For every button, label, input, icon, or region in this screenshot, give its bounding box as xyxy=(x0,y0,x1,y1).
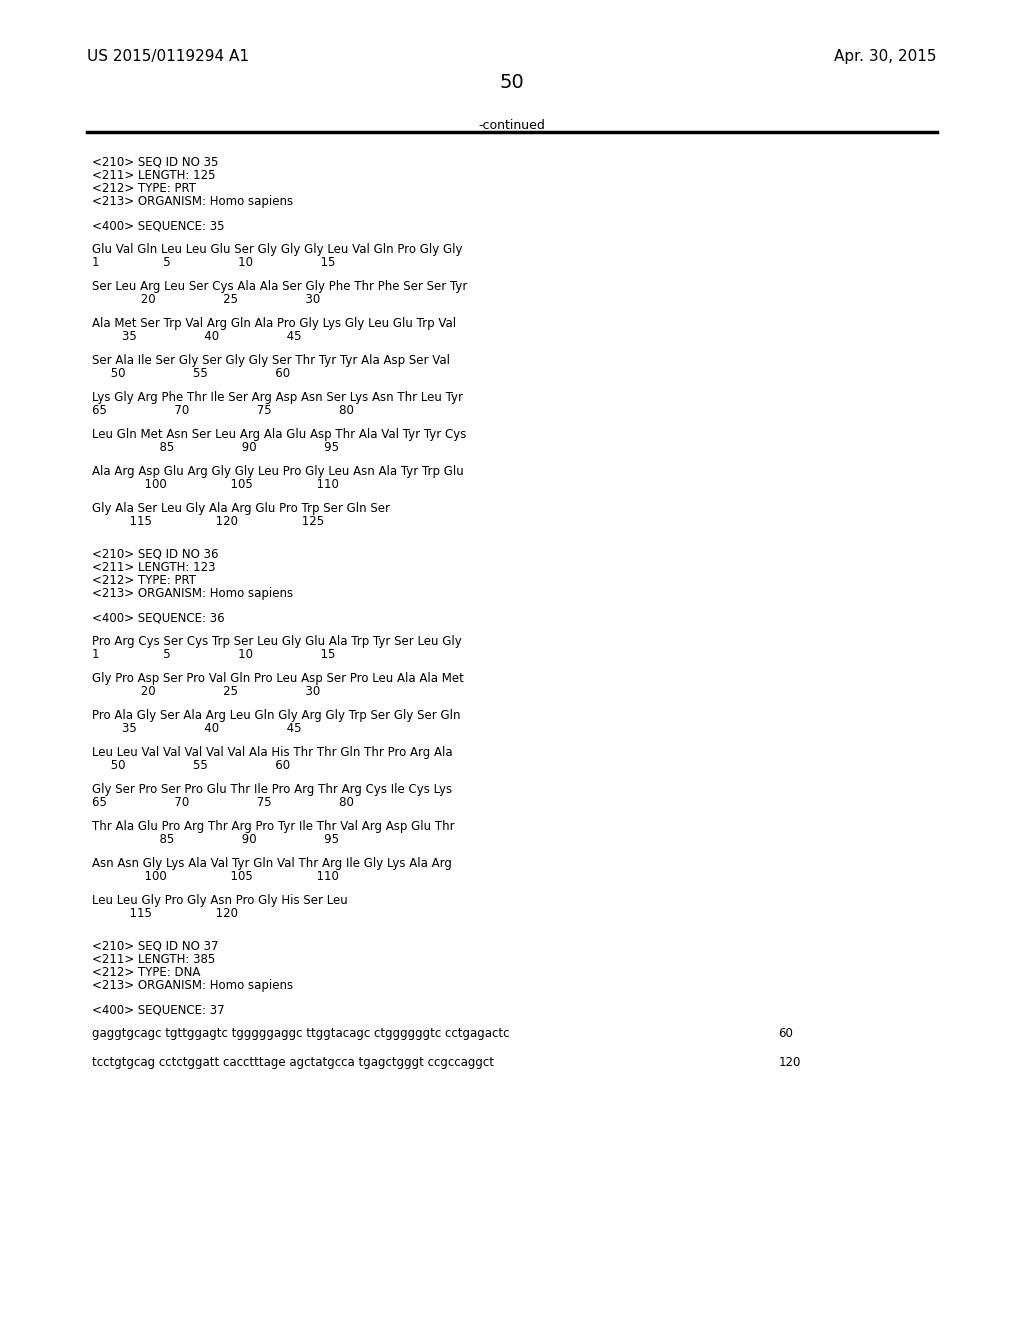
Text: <212> TYPE: PRT: <212> TYPE: PRT xyxy=(92,182,197,195)
Text: Gly Ser Pro Ser Pro Glu Thr Ile Pro Arg Thr Arg Cys Ile Cys Lys: Gly Ser Pro Ser Pro Glu Thr Ile Pro Arg … xyxy=(92,783,453,796)
Text: <213> ORGANISM: Homo sapiens: <213> ORGANISM: Homo sapiens xyxy=(92,587,293,601)
Text: <211> LENGTH: 385: <211> LENGTH: 385 xyxy=(92,953,215,966)
Text: 85                  90                  95: 85 90 95 xyxy=(92,441,339,454)
Text: 50                  55                  60: 50 55 60 xyxy=(92,759,290,772)
Text: Ala Arg Asp Glu Arg Gly Gly Leu Pro Gly Leu Asn Ala Tyr Trp Glu: Ala Arg Asp Glu Arg Gly Gly Leu Pro Gly … xyxy=(92,465,464,478)
Text: 120: 120 xyxy=(778,1056,801,1069)
Text: Ser Leu Arg Leu Ser Cys Ala Ala Ser Gly Phe Thr Phe Ser Ser Tyr: Ser Leu Arg Leu Ser Cys Ala Ala Ser Gly … xyxy=(92,280,468,293)
Text: 20                  25                  30: 20 25 30 xyxy=(92,293,321,306)
Text: 60: 60 xyxy=(778,1027,794,1040)
Text: <210> SEQ ID NO 37: <210> SEQ ID NO 37 xyxy=(92,940,219,953)
Text: -continued: -continued xyxy=(478,119,546,132)
Text: <213> ORGANISM: Homo sapiens: <213> ORGANISM: Homo sapiens xyxy=(92,195,293,209)
Text: 85                  90                  95: 85 90 95 xyxy=(92,833,339,846)
Text: Leu Gln Met Asn Ser Leu Arg Ala Glu Asp Thr Ala Val Tyr Tyr Cys: Leu Gln Met Asn Ser Leu Arg Ala Glu Asp … xyxy=(92,428,467,441)
Text: Pro Ala Gly Ser Ala Arg Leu Gln Gly Arg Gly Trp Ser Gly Ser Gln: Pro Ala Gly Ser Ala Arg Leu Gln Gly Arg … xyxy=(92,709,461,722)
Text: 100                 105                 110: 100 105 110 xyxy=(92,870,339,883)
Text: Lys Gly Arg Phe Thr Ile Ser Arg Asp Asn Ser Lys Asn Thr Leu Tyr: Lys Gly Arg Phe Thr Ile Ser Arg Asp Asn … xyxy=(92,391,463,404)
Text: Ala Met Ser Trp Val Arg Gln Ala Pro Gly Lys Gly Leu Glu Trp Val: Ala Met Ser Trp Val Arg Gln Ala Pro Gly … xyxy=(92,317,457,330)
Text: 65                  70                  75                  80: 65 70 75 80 xyxy=(92,404,354,417)
Text: 65                  70                  75                  80: 65 70 75 80 xyxy=(92,796,354,809)
Text: 50: 50 xyxy=(500,73,524,91)
Text: 115                 120: 115 120 xyxy=(92,907,239,920)
Text: Leu Leu Val Val Val Val Val Ala His Thr Thr Gln Thr Pro Arg Ala: Leu Leu Val Val Val Val Val Ala His Thr … xyxy=(92,746,453,759)
Text: <211> LENGTH: 123: <211> LENGTH: 123 xyxy=(92,561,216,574)
Text: 50                  55                  60: 50 55 60 xyxy=(92,367,290,380)
Text: 35                  40                  45: 35 40 45 xyxy=(92,722,302,735)
Text: Pro Arg Cys Ser Cys Trp Ser Leu Gly Glu Ala Trp Tyr Ser Leu Gly: Pro Arg Cys Ser Cys Trp Ser Leu Gly Glu … xyxy=(92,635,462,648)
Text: <212> TYPE: PRT: <212> TYPE: PRT xyxy=(92,574,197,587)
Text: 1                 5                  10                  15: 1 5 10 15 xyxy=(92,648,336,661)
Text: 100                 105                 110: 100 105 110 xyxy=(92,478,339,491)
Text: <400> SEQUENCE: 35: <400> SEQUENCE: 35 xyxy=(92,219,224,232)
Text: Gly Ala Ser Leu Gly Ala Arg Glu Pro Trp Ser Gln Ser: Gly Ala Ser Leu Gly Ala Arg Glu Pro Trp … xyxy=(92,502,390,515)
Text: <213> ORGANISM: Homo sapiens: <213> ORGANISM: Homo sapiens xyxy=(92,979,293,993)
Text: 35                  40                  45: 35 40 45 xyxy=(92,330,302,343)
Text: 115                 120                 125: 115 120 125 xyxy=(92,515,325,528)
Text: Glu Val Gln Leu Leu Glu Ser Gly Gly Gly Leu Val Gln Pro Gly Gly: Glu Val Gln Leu Leu Glu Ser Gly Gly Gly … xyxy=(92,243,463,256)
Text: Thr Ala Glu Pro Arg Thr Arg Pro Tyr Ile Thr Val Arg Asp Glu Thr: Thr Ala Glu Pro Arg Thr Arg Pro Tyr Ile … xyxy=(92,820,455,833)
Text: Leu Leu Gly Pro Gly Asn Pro Gly His Ser Leu: Leu Leu Gly Pro Gly Asn Pro Gly His Ser … xyxy=(92,894,348,907)
Text: US 2015/0119294 A1: US 2015/0119294 A1 xyxy=(87,49,249,65)
Text: 20                  25                  30: 20 25 30 xyxy=(92,685,321,698)
Text: <210> SEQ ID NO 35: <210> SEQ ID NO 35 xyxy=(92,156,218,169)
Text: <212> TYPE: DNA: <212> TYPE: DNA xyxy=(92,966,201,979)
Text: <210> SEQ ID NO 36: <210> SEQ ID NO 36 xyxy=(92,548,219,561)
Text: Apr. 30, 2015: Apr. 30, 2015 xyxy=(835,49,937,65)
Text: <211> LENGTH: 125: <211> LENGTH: 125 xyxy=(92,169,216,182)
Text: tcctgtgcag cctctggatt cacctttage agctatgcca tgagctgggt ccgccaggct: tcctgtgcag cctctggatt cacctttage agctatg… xyxy=(92,1056,495,1069)
Text: Asn Asn Gly Lys Ala Val Tyr Gln Val Thr Arg Ile Gly Lys Ala Arg: Asn Asn Gly Lys Ala Val Tyr Gln Val Thr … xyxy=(92,857,452,870)
Text: <400> SEQUENCE: 37: <400> SEQUENCE: 37 xyxy=(92,1003,225,1016)
Text: <400> SEQUENCE: 36: <400> SEQUENCE: 36 xyxy=(92,611,225,624)
Text: Ser Ala Ile Ser Gly Ser Gly Gly Ser Thr Tyr Tyr Ala Asp Ser Val: Ser Ala Ile Ser Gly Ser Gly Gly Ser Thr … xyxy=(92,354,451,367)
Text: gaggtgcagc tgttggagtc tgggggaggc ttggtacagc ctggggggtc cctgagactc: gaggtgcagc tgttggagtc tgggggaggc ttggtac… xyxy=(92,1027,510,1040)
Text: Gly Pro Asp Ser Pro Val Gln Pro Leu Asp Ser Pro Leu Ala Ala Met: Gly Pro Asp Ser Pro Val Gln Pro Leu Asp … xyxy=(92,672,464,685)
Text: 1                 5                  10                  15: 1 5 10 15 xyxy=(92,256,336,269)
